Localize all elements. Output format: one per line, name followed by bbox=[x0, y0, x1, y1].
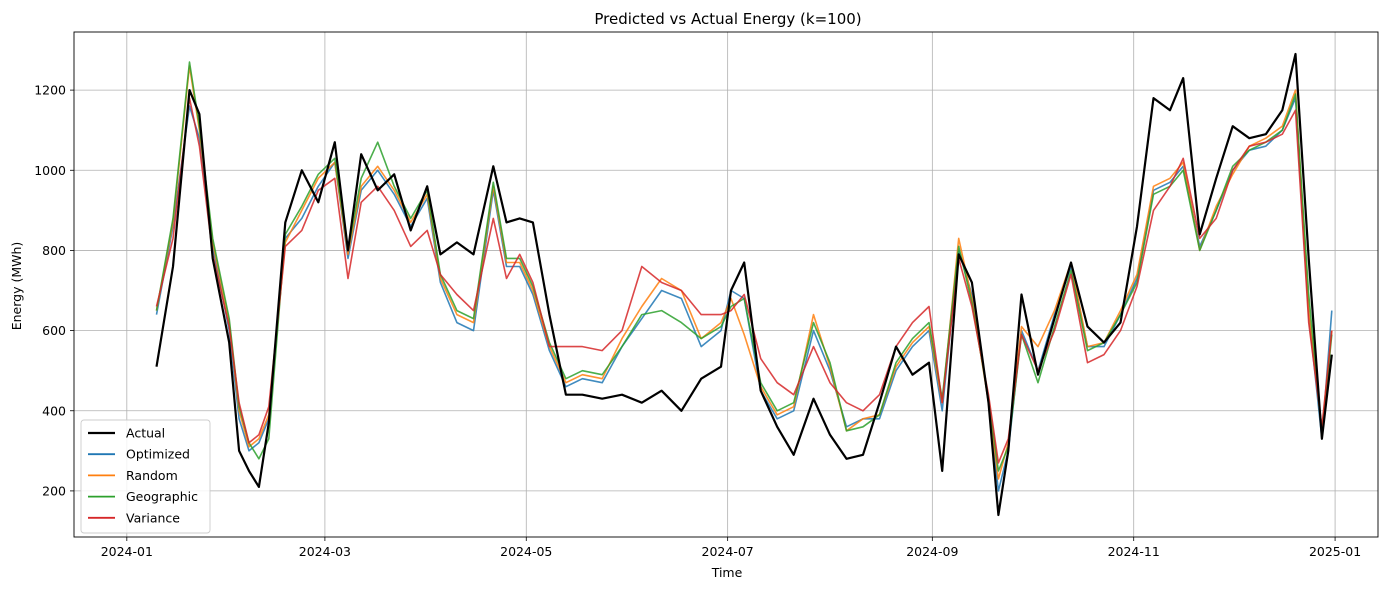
y-tick-label: 200 bbox=[42, 483, 66, 498]
legend-label: Geographic bbox=[126, 489, 198, 504]
x-tick-label: 2024-09 bbox=[906, 544, 958, 559]
x-tick-label: 2024-07 bbox=[702, 544, 754, 559]
y-tick-label: 400 bbox=[42, 403, 66, 418]
grid-lines bbox=[74, 32, 1378, 537]
x-axis-label: Time bbox=[711, 565, 743, 580]
plot-frame bbox=[73, 31, 1379, 538]
series-layer bbox=[155, 52, 1333, 517]
x-tick-label: 2024-01 bbox=[101, 544, 153, 559]
y-tick-label: 1000 bbox=[34, 163, 66, 178]
y-tick-label: 1200 bbox=[34, 83, 66, 98]
legend-label: Actual bbox=[126, 426, 165, 441]
legend-label: Variance bbox=[126, 510, 180, 525]
y-axis-ticks: 200 400 600 800 1000 1200 bbox=[34, 83, 74, 498]
legend-box bbox=[80, 419, 211, 534]
chart-title: Predicted vs Actual Energy (k=100) bbox=[594, 10, 861, 28]
y-axis-label: Energy (MWh) bbox=[9, 242, 24, 331]
series-line-random bbox=[155, 65, 1333, 480]
series-line-variance bbox=[155, 97, 1333, 464]
x-tick-label: 2024-11 bbox=[1108, 544, 1160, 559]
y-tick-label: 600 bbox=[42, 323, 66, 338]
legend-label: Random bbox=[126, 468, 178, 483]
x-tick-label: 2025-01 bbox=[1309, 544, 1361, 559]
legend-label: Optimized bbox=[126, 447, 190, 462]
legend: Actual Optimized Random Geographic Variance bbox=[80, 419, 211, 534]
x-axis-ticks: 2024-01 2024-03 2024-05 2024-07 2024-09 2024-… bbox=[101, 537, 1361, 559]
x-tick-label: 2024-05 bbox=[500, 544, 552, 559]
y-tick-label: 800 bbox=[42, 243, 66, 258]
series-line-actual bbox=[155, 52, 1333, 517]
x-tick-label: 2024-03 bbox=[299, 544, 351, 559]
